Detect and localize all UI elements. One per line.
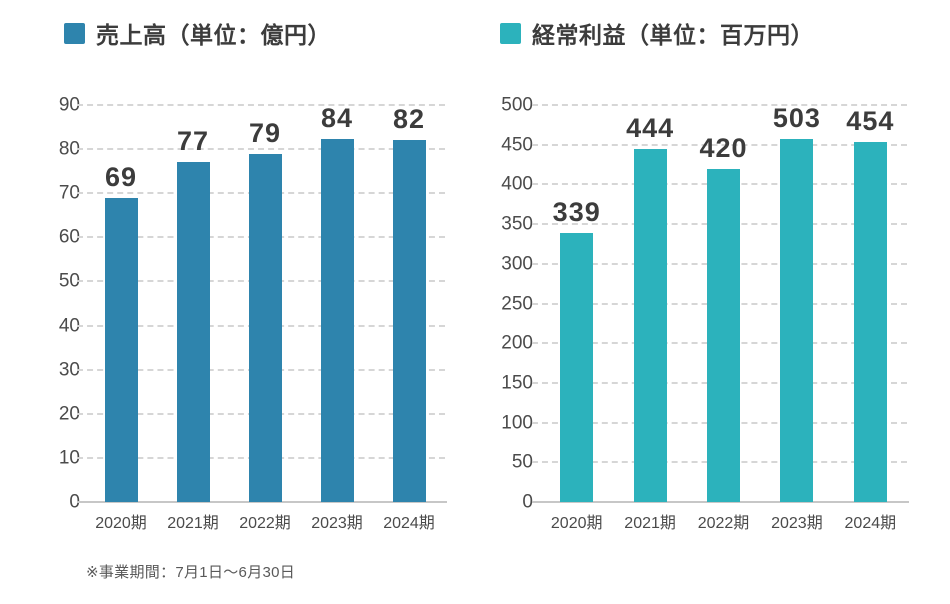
x-axis-label: 2023期 bbox=[771, 515, 823, 532]
x-axis-label: 2023期 bbox=[311, 515, 363, 532]
y-tick-label: 100 bbox=[501, 412, 533, 434]
bar-group-2023期: 84 bbox=[301, 105, 373, 502]
bar bbox=[248, 153, 282, 502]
y-tick-label: 10 bbox=[58, 447, 80, 469]
y-tick-label: 200 bbox=[501, 332, 533, 354]
sales-bar-chart: 売上高（単位：億円） 0 10 20 30 40 50 60 70 80 90 69 77 79 84 8… bbox=[30, 16, 447, 533]
plot-area: 339 444 420 503 454 bbox=[532, 104, 909, 503]
bar-group-2022期: 79 bbox=[229, 105, 301, 502]
plot-area: 69 77 79 84 82 bbox=[77, 104, 447, 503]
x-axis-label: 2024期 bbox=[844, 515, 897, 532]
y-tick-label: 500 bbox=[501, 94, 533, 116]
x-axis-label: 2022期 bbox=[697, 515, 750, 532]
bar-group-2020期: 339 bbox=[540, 105, 613, 502]
x-axis-labels: 2020期 2021期 2022期 2023期 2024期 bbox=[85, 509, 445, 533]
bar-group-2022期: 420 bbox=[687, 105, 760, 502]
bar-value-label: 84 bbox=[320, 103, 354, 133]
gridline bbox=[77, 148, 445, 151]
bar-value-label: 503 bbox=[772, 103, 821, 133]
x-axis-line bbox=[532, 501, 909, 503]
bar bbox=[560, 232, 594, 502]
y-tick-label: 0 bbox=[69, 491, 80, 513]
gridline bbox=[532, 143, 907, 146]
bar-group-2023期: 503 bbox=[760, 105, 833, 502]
profit-bar-chart: 経常利益（単位：百万円） 0 50 100 150 200 250 300 350 400 450… bbox=[475, 0, 950, 604]
y-tick-label: 50 bbox=[58, 270, 80, 292]
bar-group-2021期: 444 bbox=[613, 105, 686, 502]
legend-swatch bbox=[500, 22, 521, 44]
bar-group-2021期: 77 bbox=[157, 105, 229, 502]
y-tick-label: 150 bbox=[501, 372, 533, 394]
y-tick-label: 40 bbox=[58, 315, 80, 337]
bar-value-label: 339 bbox=[552, 196, 601, 227]
chart-title: 経常利益（単位：百万円） bbox=[532, 22, 814, 48]
legend: 経常利益（単位：百万円） bbox=[500, 16, 814, 50]
bar bbox=[392, 140, 426, 502]
y-axis-ticks: 0 50 100 150 200 250 300 350 400 450 500 bbox=[483, 96, 533, 512]
y-tick-label: 250 bbox=[501, 293, 533, 314]
y-tick-label: 20 bbox=[58, 403, 80, 425]
y-tick-label: 350 bbox=[501, 213, 533, 235]
y-tick-label: 60 bbox=[58, 226, 80, 248]
bar bbox=[176, 162, 210, 502]
bar-value-label: 454 bbox=[846, 105, 895, 136]
y-tick-label: 50 bbox=[511, 451, 533, 473]
bar-group-2024期: 454 bbox=[834, 105, 907, 502]
footnote: ※事業期間：7月1日～6月30日 bbox=[86, 564, 296, 581]
bar-value-label: 82 bbox=[392, 104, 426, 135]
gridline bbox=[532, 104, 907, 106]
x-axis-label: 2022期 bbox=[239, 515, 291, 532]
legend: 売上高（単位：億円） bbox=[64, 16, 331, 50]
x-axis-label: 2024期 bbox=[383, 515, 435, 532]
x-axis-label: 2020期 bbox=[95, 515, 147, 532]
bar-value-label: 77 bbox=[176, 126, 210, 157]
bar-value-label: 420 bbox=[699, 132, 748, 163]
y-axis-ticks: 0 10 20 30 40 50 60 70 80 90 bbox=[30, 96, 80, 512]
bar bbox=[633, 149, 667, 502]
bars: 69 77 79 84 82 bbox=[85, 105, 445, 502]
y-tick-label: 400 bbox=[501, 173, 533, 195]
bar-value-label: 79 bbox=[248, 117, 282, 148]
bar-value-label: 444 bbox=[626, 113, 675, 144]
bar-group-2020期: 69 bbox=[85, 105, 157, 502]
x-axis-labels: 2020期 2021期 2022期 2023期 2024期 bbox=[540, 509, 907, 533]
bar bbox=[780, 139, 814, 502]
chart-title: 売上高（単位：億円） bbox=[96, 22, 331, 48]
bar-value-label: 69 bbox=[104, 161, 138, 192]
y-tick-label: 70 bbox=[58, 182, 80, 204]
y-tick-label: 30 bbox=[58, 359, 80, 381]
bar bbox=[104, 197, 138, 502]
y-tick-label: 450 bbox=[501, 134, 533, 156]
y-tick-label: 300 bbox=[501, 253, 533, 275]
x-axis-label: 2020期 bbox=[550, 515, 603, 532]
y-tick-label: 0 bbox=[522, 491, 533, 513]
legend-swatch bbox=[64, 22, 85, 44]
bar-group-2024期: 82 bbox=[373, 105, 445, 502]
gridline bbox=[77, 104, 445, 106]
x-axis-label: 2021期 bbox=[167, 515, 219, 532]
bar bbox=[707, 168, 741, 502]
y-tick-label: 90 bbox=[58, 94, 80, 116]
y-tick-label: 80 bbox=[58, 138, 80, 160]
bar bbox=[853, 141, 887, 502]
bar bbox=[320, 139, 354, 502]
x-axis-label: 2021期 bbox=[624, 515, 676, 532]
x-axis-line bbox=[77, 501, 447, 503]
bars: 339 444 420 503 454 bbox=[540, 105, 907, 502]
